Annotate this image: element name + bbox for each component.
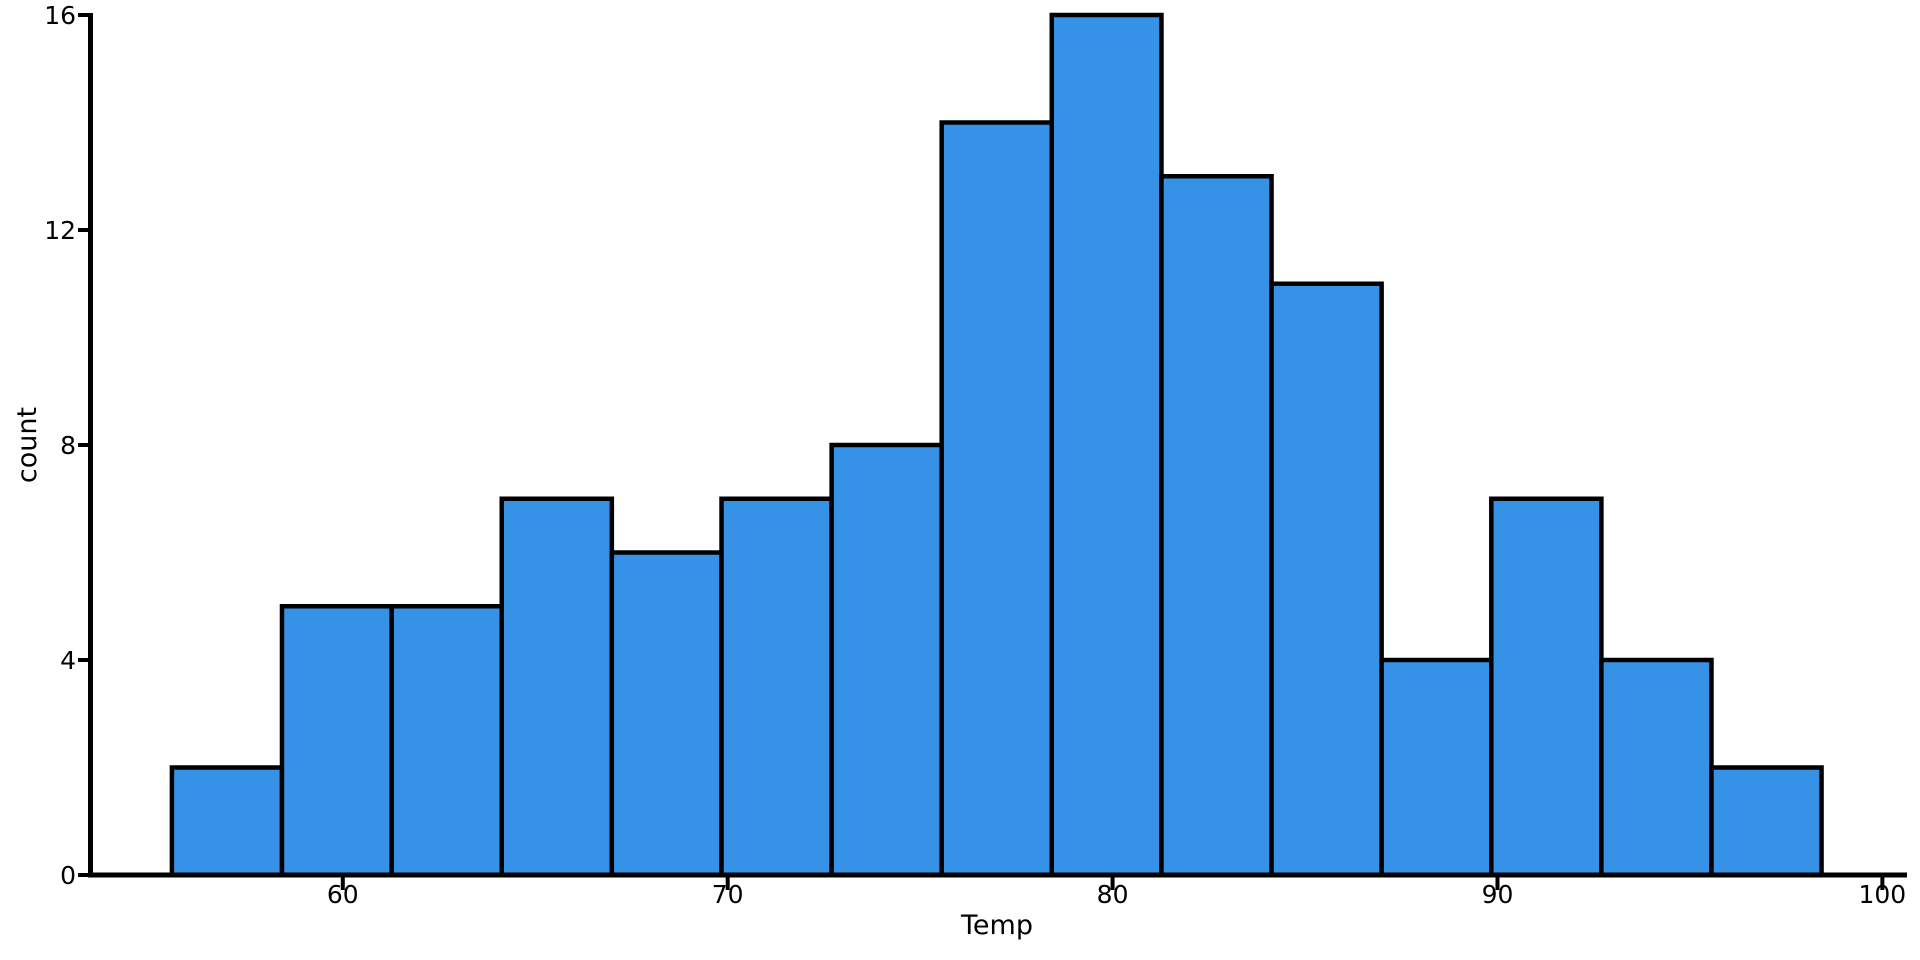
x-tick-label: 100 [1859, 880, 1907, 909]
histogram-bar [609, 550, 724, 878]
histogram-bar [1379, 657, 1494, 878]
histogram-bar [1709, 765, 1824, 878]
y-tick-label: 8 [60, 431, 76, 460]
y-tick-label: 0 [60, 861, 76, 890]
histogram-bar [499, 496, 615, 878]
bars-group [169, 12, 1824, 878]
x-tick-label: 80 [1097, 880, 1129, 909]
histogram-bar [719, 496, 834, 878]
x-axis-label: Temp [960, 910, 1033, 941]
y-tick-label: 16 [44, 1, 76, 30]
histogram-bar [1049, 12, 1164, 878]
histogram-bar [939, 120, 1055, 878]
histogram-bar [829, 442, 944, 878]
y-tick-label: 12 [44, 216, 76, 245]
histogram-bar [169, 765, 285, 878]
x-tick-label: 90 [1482, 880, 1514, 909]
histogram-bar [1269, 281, 1384, 878]
x-tick-label: 70 [712, 880, 744, 909]
ticks-group: 60 70 80 90 100 0 4 8 12 16 [44, 1, 1906, 909]
histogram-bar [389, 604, 505, 878]
histogram-bar [1599, 657, 1714, 878]
histogram-bar [1489, 496, 1604, 878]
histogram-bar [1159, 174, 1274, 878]
histogram-bar [279, 604, 394, 878]
y-axis-label: count [12, 407, 43, 483]
x-tick-label: 60 [327, 880, 359, 909]
y-tick-label: 4 [60, 646, 76, 675]
